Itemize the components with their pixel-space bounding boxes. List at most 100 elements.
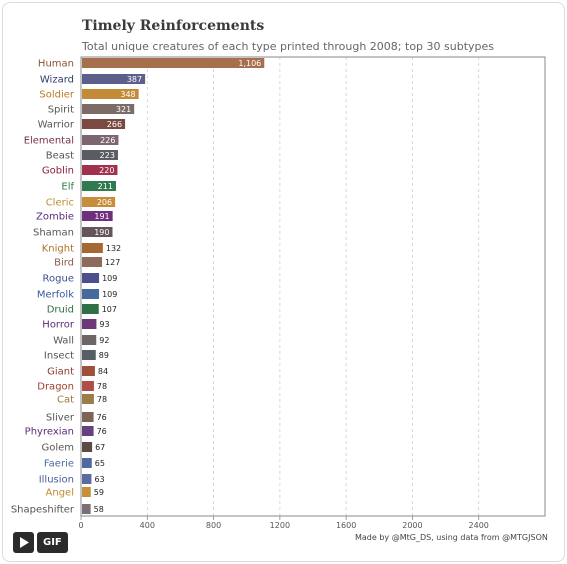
- chart-title: Timely Reinforcements: [82, 18, 265, 34]
- x-tick-label: 2000: [402, 521, 422, 530]
- bar: [82, 181, 116, 191]
- category-label: Giant: [47, 367, 74, 378]
- data-label: 223: [100, 151, 115, 160]
- category-label: Beast: [46, 151, 74, 162]
- category-label: Wall: [53, 336, 74, 347]
- data-label: 266: [107, 120, 122, 129]
- x-tick-label: 0: [78, 521, 83, 530]
- category-label: Illusion: [39, 475, 74, 486]
- bar: [82, 394, 94, 404]
- data-label: 63: [94, 475, 104, 484]
- bar: [82, 487, 91, 497]
- data-label: 226: [100, 136, 115, 145]
- bar: [82, 412, 94, 422]
- bar: [82, 289, 100, 299]
- category-label: Knight: [42, 244, 74, 255]
- bar: [82, 89, 139, 99]
- data-label: 84: [98, 367, 108, 376]
- bar: [82, 58, 265, 68]
- category-label: Spirit: [48, 105, 74, 116]
- gif-button[interactable]: GIF: [37, 532, 68, 553]
- category-label: Elemental: [24, 136, 74, 147]
- bar: [82, 197, 116, 207]
- data-label: 107: [102, 305, 117, 314]
- bar: [82, 257, 103, 267]
- data-label: 127: [105, 258, 120, 267]
- bar: [82, 335, 97, 345]
- bar: [82, 474, 92, 484]
- plot-area: [80, 56, 546, 517]
- category-label: Golem: [41, 443, 74, 454]
- x-tick-label: 1200: [270, 521, 290, 530]
- data-label: 93: [99, 320, 109, 329]
- data-label: 65: [95, 459, 105, 468]
- category-label: Faerie: [44, 459, 74, 470]
- bar: [82, 150, 118, 160]
- data-label: 109: [102, 274, 117, 283]
- play-button[interactable]: [13, 532, 34, 553]
- data-label: 59: [94, 488, 104, 497]
- category-label: Insect: [44, 351, 74, 362]
- category-label: Dragon: [37, 382, 74, 393]
- category-label: Warrior: [38, 120, 75, 131]
- data-label: 67: [95, 443, 105, 452]
- category-label: Elf: [61, 182, 74, 193]
- data-label: 92: [99, 336, 109, 345]
- category-label: Cleric: [46, 198, 74, 209]
- x-tick-label: 800: [206, 521, 221, 530]
- category-label: Phyrexian: [25, 427, 74, 438]
- bar: [82, 74, 146, 84]
- bar: [82, 135, 119, 145]
- bar: [82, 458, 92, 468]
- category-label: Shapeshifter: [11, 505, 75, 516]
- category-label: Cat: [57, 395, 74, 406]
- bar: [82, 243, 103, 253]
- play-icon: [19, 537, 29, 548]
- category-label: Human: [38, 59, 74, 70]
- bar: [82, 227, 113, 237]
- category-label: Goblin: [42, 166, 74, 177]
- category-label: Wizard: [40, 75, 74, 86]
- bar: [82, 273, 100, 283]
- bar: [82, 366, 95, 376]
- bar: [82, 211, 113, 221]
- category-label: Druid: [47, 305, 74, 316]
- bar: [82, 165, 118, 175]
- playback-controls: GIF: [13, 532, 68, 553]
- bar: [82, 381, 94, 391]
- data-label: 321: [116, 105, 131, 114]
- category-label: Soldier: [39, 90, 75, 101]
- bar: [82, 304, 99, 314]
- data-label: 220: [99, 166, 114, 175]
- data-label: 58: [94, 505, 104, 514]
- bar: [82, 442, 93, 452]
- bar: [82, 426, 94, 436]
- bar: [82, 319, 97, 329]
- category-label: Sliver: [46, 413, 75, 424]
- category-label: Angel: [46, 488, 74, 499]
- data-label: 89: [99, 351, 109, 360]
- data-label: 191: [94, 212, 109, 221]
- category-label: Zombie: [36, 212, 74, 223]
- x-tick-label: 400: [140, 521, 155, 530]
- bar: [82, 504, 91, 514]
- bar: [82, 119, 126, 129]
- x-tick-label: 1600: [336, 521, 356, 530]
- data-label: 348: [120, 90, 135, 99]
- category-label: Horror: [42, 320, 75, 331]
- credit-text: Made by @MtG_DS, using data from @MTGJSO…: [355, 533, 548, 542]
- data-label: 132: [106, 244, 121, 253]
- data-label: 78: [97, 382, 107, 391]
- category-label: Rogue: [43, 274, 74, 285]
- data-label: 109: [102, 290, 117, 299]
- category-label: Shaman: [33, 228, 74, 239]
- data-label: 76: [97, 427, 107, 436]
- data-label: 1,106: [238, 59, 261, 68]
- data-label: 76: [97, 413, 107, 422]
- bar: [82, 104, 135, 114]
- category-label: Bird: [54, 258, 74, 269]
- bar: [82, 350, 96, 360]
- category-label: Merfolk: [37, 290, 74, 301]
- chart-subtitle: Total unique creatures of each type prin…: [82, 40, 495, 53]
